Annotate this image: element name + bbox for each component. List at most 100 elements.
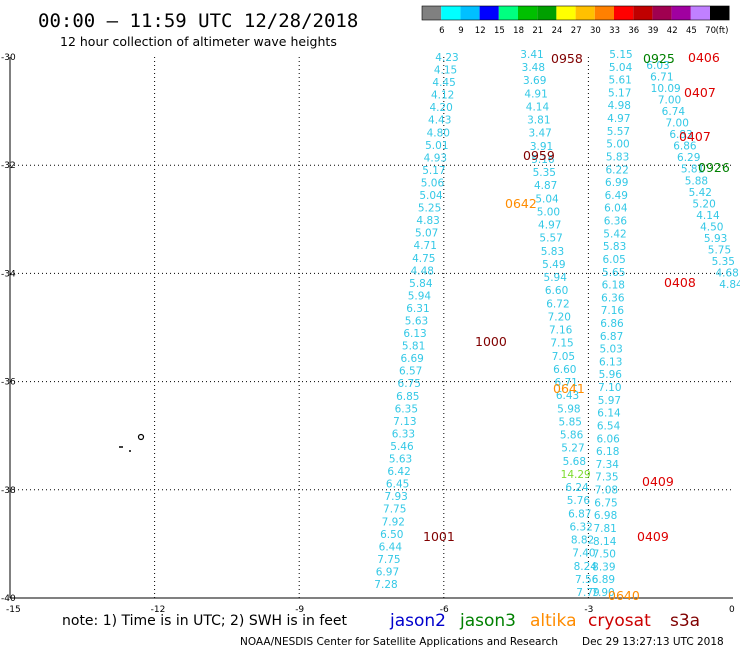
wave-height-value: 4.50: [700, 221, 723, 233]
wave-height-value: 5.49: [542, 259, 565, 271]
wave-height-value: 5.06: [421, 177, 445, 189]
legend-unit: (ft): [716, 26, 729, 36]
wave-height-value: 5.07: [415, 228, 438, 240]
wave-height-value: 5.17: [608, 87, 631, 99]
wave-height-value: 7.81: [593, 523, 616, 535]
wave-height-value: 4.84: [719, 279, 740, 291]
wave-height-value: 5.94: [408, 290, 432, 302]
legend-swatch: [460, 6, 480, 20]
wave-height-value: 5.15: [609, 49, 632, 61]
x-tick-label: -3: [584, 605, 593, 615]
axes: [9, 57, 733, 599]
wave-height-value: 6.85: [396, 391, 419, 403]
wave-height-value: 4.83: [416, 215, 439, 227]
x-tick-label: -9: [295, 605, 304, 615]
wave-height-value: 5.85: [559, 416, 582, 428]
wave-height-value: 5.81: [681, 164, 704, 176]
wave-height-value: 5.83: [603, 241, 626, 253]
wave-height-value: 6.98: [594, 510, 617, 522]
pass-time-label: 0926: [698, 160, 730, 175]
legend-label: 15: [494, 26, 505, 36]
wave-height-value: 8.39: [592, 561, 615, 573]
x-tick-label: -12: [151, 605, 166, 615]
wave-height-value: 5.61: [608, 75, 631, 87]
wave-height-value: 6.69: [400, 353, 423, 365]
wave-height-value: 3.69: [523, 75, 546, 87]
wave-height-value: 6.13: [403, 328, 426, 340]
wave-height-value: 6.97: [376, 566, 399, 578]
wave-height-value: 4.15: [434, 65, 457, 77]
legend-swatch: [690, 6, 710, 20]
wave-height-value: 4.80: [427, 127, 450, 139]
wave-height-value: 7.13: [393, 416, 416, 428]
wave-height-value: 5.57: [607, 126, 630, 138]
footer-note: note: 1) Time is in UTC; 2) SWH is in fe…: [62, 613, 348, 629]
satellite-legend-item: s3a: [670, 611, 700, 631]
wave-height-value: 6.03: [646, 60, 669, 72]
wave-height-value: 7.75: [377, 554, 400, 566]
legend-swatch: [652, 6, 672, 20]
wave-height-value: 7.28: [374, 579, 397, 591]
wave-height-value: 6.45: [386, 479, 409, 491]
wave-height-value: 6.87: [568, 508, 591, 520]
wave-height-value: 5.57: [539, 233, 562, 245]
wave-height-value: 5.84: [409, 278, 433, 290]
timestamp-text: Dec 29 13:27:13 UTC 2018: [582, 636, 724, 648]
wave-height-value: 5.63: [405, 316, 428, 328]
wave-height-value: 5.25: [418, 203, 441, 215]
wave-height-value: 7.15: [550, 338, 573, 350]
wave-height-value: 5.81: [402, 341, 425, 353]
wave-height-value: 6.13: [599, 356, 622, 368]
wave-height-value: 3.41: [520, 49, 543, 61]
wave-height-value: 5.01: [425, 140, 448, 152]
wave-height-value: 4.68: [715, 267, 738, 279]
wave-height-value: 5.04: [609, 62, 633, 74]
wave-height-value: 7.16: [601, 305, 625, 317]
wave-height-value: 10.09: [651, 83, 681, 95]
legend-swatch: [594, 6, 614, 20]
wave-height-value: 6.06: [596, 433, 620, 445]
pass-time-label: 0407: [679, 129, 711, 144]
legend-label: 27: [571, 26, 582, 36]
wave-height-value: 5.27: [561, 443, 584, 455]
wave-height-value: 7.35: [595, 472, 618, 484]
legend-swatch: [614, 6, 634, 20]
legend-swatch: [498, 6, 518, 20]
y-tick-label: -32: [1, 161, 16, 171]
wave-height-value: 5.35: [533, 167, 556, 179]
wave-height-value: 5.93: [704, 233, 727, 245]
legend-label: 45: [686, 26, 697, 36]
wave-height-value: 6.36: [601, 292, 625, 304]
pass-time-label: 0407: [684, 85, 716, 100]
wave-height-value: 4.97: [538, 220, 561, 232]
wave-height-value: 5.68: [563, 456, 586, 468]
wave-height-value: 5.42: [603, 228, 626, 240]
color-scale-legend: 6 9 12 15 18 21 24 27 30 33 36 39 42 45 70 (ft): [421, 5, 730, 36]
wave-height-value: 7.93: [384, 491, 407, 503]
chart-title: 00:00 – 11:59 UTC 12/28/2018: [38, 10, 358, 32]
legend-label: 6: [439, 26, 444, 36]
wave-height-value: 4.75: [412, 253, 435, 265]
wave-height-value: 6.24: [565, 482, 589, 494]
y-tick-label: -38: [1, 486, 16, 496]
legend-swatch: [671, 6, 691, 20]
wave-height-value: 6.71: [650, 72, 673, 84]
wave-height-value: 4.43: [428, 115, 451, 127]
wave-height-value: 4.14: [526, 101, 550, 113]
wave-height-value: 5.03: [599, 344, 622, 356]
wave-height-value: 5.96: [599, 369, 623, 381]
wave-height-value: 3.81: [527, 115, 550, 127]
wave-height-value: 7.08: [595, 485, 618, 497]
pass-time-label: 0409: [642, 474, 674, 489]
wave-height-value: 6.74: [662, 106, 686, 118]
legend-frame: [421, 5, 730, 21]
y-tick-label: -30: [1, 53, 16, 63]
wave-height-value: 5.04: [419, 190, 443, 202]
x-tick-label: 0: [729, 605, 735, 615]
pass-time-label: 0925: [643, 51, 675, 66]
wave-height-value: 7.79: [576, 587, 599, 599]
chart-subtitle: 12 hour collection of altimeter wave hei…: [60, 34, 337, 49]
legend-label: 70: [705, 26, 716, 36]
wave-height-value: 5.86: [560, 430, 584, 442]
wave-height-value: 7.34: [596, 459, 620, 471]
